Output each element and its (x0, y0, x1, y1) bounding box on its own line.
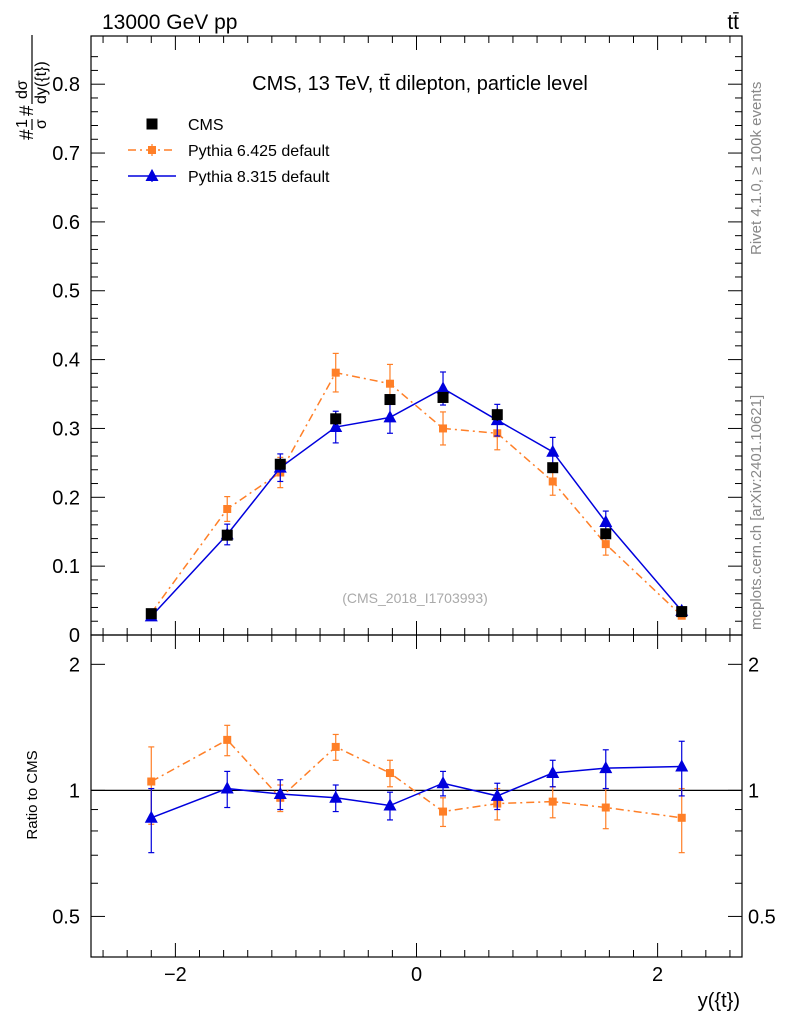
ratio-tick-label: 0.5 (748, 906, 776, 928)
energy-label: 13000 GeV pp (102, 11, 237, 34)
y-tick-label: 0.4 (52, 350, 80, 372)
legend-item: Pythia 8.315 default (128, 168, 330, 186)
data-point (223, 735, 232, 744)
y-tick-label: 0 (69, 625, 80, 647)
svg-text:σ: σ (33, 119, 50, 129)
data-point (329, 790, 343, 803)
svg-text:#: # (17, 105, 38, 116)
data-point (548, 477, 557, 486)
data-point (546, 765, 560, 778)
ratio-tick-label: 1 (69, 780, 80, 802)
data-point (548, 797, 557, 806)
data-point (490, 788, 504, 801)
data-point (220, 781, 234, 794)
data-point (385, 379, 394, 388)
data-point (221, 529, 233, 541)
data-point (146, 118, 158, 130)
data-point (385, 769, 394, 778)
ratio-tick-label: 2 (69, 654, 80, 676)
ratio-line (151, 765, 682, 819)
y-tick-label: 0.8 (52, 74, 80, 96)
y-tick-label: 0.6 (52, 212, 80, 234)
ratio-tick-label: 2 (748, 654, 759, 676)
x-axis-label: y({t}) (698, 990, 740, 1012)
data-point (439, 424, 448, 433)
watermark: (CMS_2018_I1703993) (342, 590, 488, 606)
x-tick-label: −2 (164, 964, 187, 986)
data-point (331, 742, 340, 751)
data-point (329, 419, 343, 433)
ratio-tick-label: 0.5 (52, 906, 80, 928)
y-axis-label: # 1 σ # dσ dy({t}) (14, 35, 50, 140)
data-point (223, 505, 232, 514)
data-point (439, 807, 448, 816)
ratio-panel: −2 0 2 0.5 0.5 1 1 2 2 (52, 634, 776, 986)
data-point (601, 803, 610, 812)
data-point (274, 458, 286, 470)
data-point (148, 146, 156, 154)
data-point (675, 759, 689, 772)
data-point (144, 810, 158, 823)
svg-text:dy({t}): dy({t}) (33, 61, 50, 104)
data-point (145, 608, 157, 620)
data-point (383, 798, 397, 811)
legend: CMS Pythia 6.425 default Pythia 8.315 defa… (128, 117, 330, 186)
data-point (330, 413, 342, 425)
data-point (676, 606, 688, 618)
data-point (383, 410, 397, 423)
legend-label: Pythia 8.315 default (188, 169, 330, 186)
data-point (331, 368, 340, 377)
y-tick-label: 0.7 (52, 143, 80, 165)
chart-title: CMS, 13 TeV, tt̄ dilepton, particle leve… (252, 73, 588, 95)
svg-text:#: # (17, 129, 38, 140)
x-tick-label: 2 (652, 964, 663, 986)
data-point (436, 776, 450, 789)
process-label: tt̄ (727, 11, 739, 34)
ratio-axis-label: Ratio to CMS (24, 750, 41, 839)
data-point (601, 540, 610, 549)
series-0 (145, 391, 688, 620)
svg-text:1: 1 (14, 119, 31, 128)
rivet-label: Rivet 4.1.0, ≥ 100k events (748, 82, 765, 255)
y-tick-label: 0.5 (52, 281, 80, 303)
series-line (150, 387, 683, 617)
data-point (145, 168, 159, 181)
data-point (599, 514, 613, 528)
data-point (600, 528, 612, 540)
main-panel: 0 0.1 0.2 0.3 0.4 0.5 0.6 0.7 0.8 (52, 35, 743, 957)
x-tick-label: 0 (411, 964, 422, 986)
data-point (273, 786, 287, 799)
data-point (147, 777, 156, 786)
legend-item: Pythia 6.425 default (128, 143, 330, 160)
data-point (384, 394, 396, 406)
svg-text:dσ: dσ (14, 80, 31, 99)
data-point (677, 813, 686, 822)
legend-item: CMS (146, 117, 224, 134)
data-point (547, 462, 559, 474)
data-point (546, 444, 560, 457)
y-tick-label: 0.3 (52, 418, 80, 440)
data-point (436, 381, 450, 394)
data-point (491, 409, 503, 421)
y-tick-label: 0.1 (52, 556, 80, 578)
series-line (150, 371, 683, 617)
ratio-frame (90, 634, 743, 958)
data-point (599, 760, 613, 774)
legend-label: Pythia 6.425 default (188, 143, 330, 160)
ratio-tick-label: 1 (748, 780, 759, 802)
legend-label: CMS (188, 117, 224, 134)
ratio-series-2 (144, 740, 689, 854)
y-tick-label: 0.2 (52, 487, 80, 509)
source-label: mcplots.cern.ch [arXiv:2401.10621] (748, 395, 765, 630)
data-point (437, 391, 449, 403)
series-1 (147, 352, 686, 620)
